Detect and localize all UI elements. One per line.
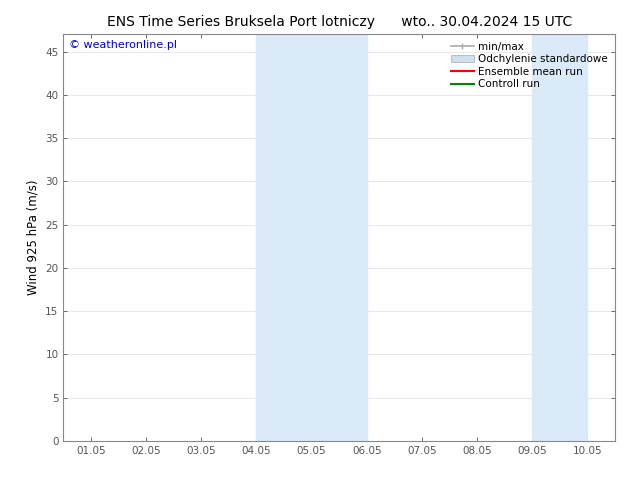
- Y-axis label: Wind 925 hPa (m/s): Wind 925 hPa (m/s): [27, 180, 40, 295]
- Legend: min/max, Odchylenie standardowe, Ensemble mean run, Controll run: min/max, Odchylenie standardowe, Ensembl…: [447, 37, 612, 94]
- Bar: [256, 34, 367, 441]
- Bar: [533, 34, 588, 441]
- Title: ENS Time Series Bruksela Port lotniczy      wto.. 30.04.2024 15 UTC: ENS Time Series Bruksela Port lotniczy w…: [107, 15, 572, 29]
- Text: © weatheronline.pl: © weatheronline.pl: [69, 40, 177, 50]
